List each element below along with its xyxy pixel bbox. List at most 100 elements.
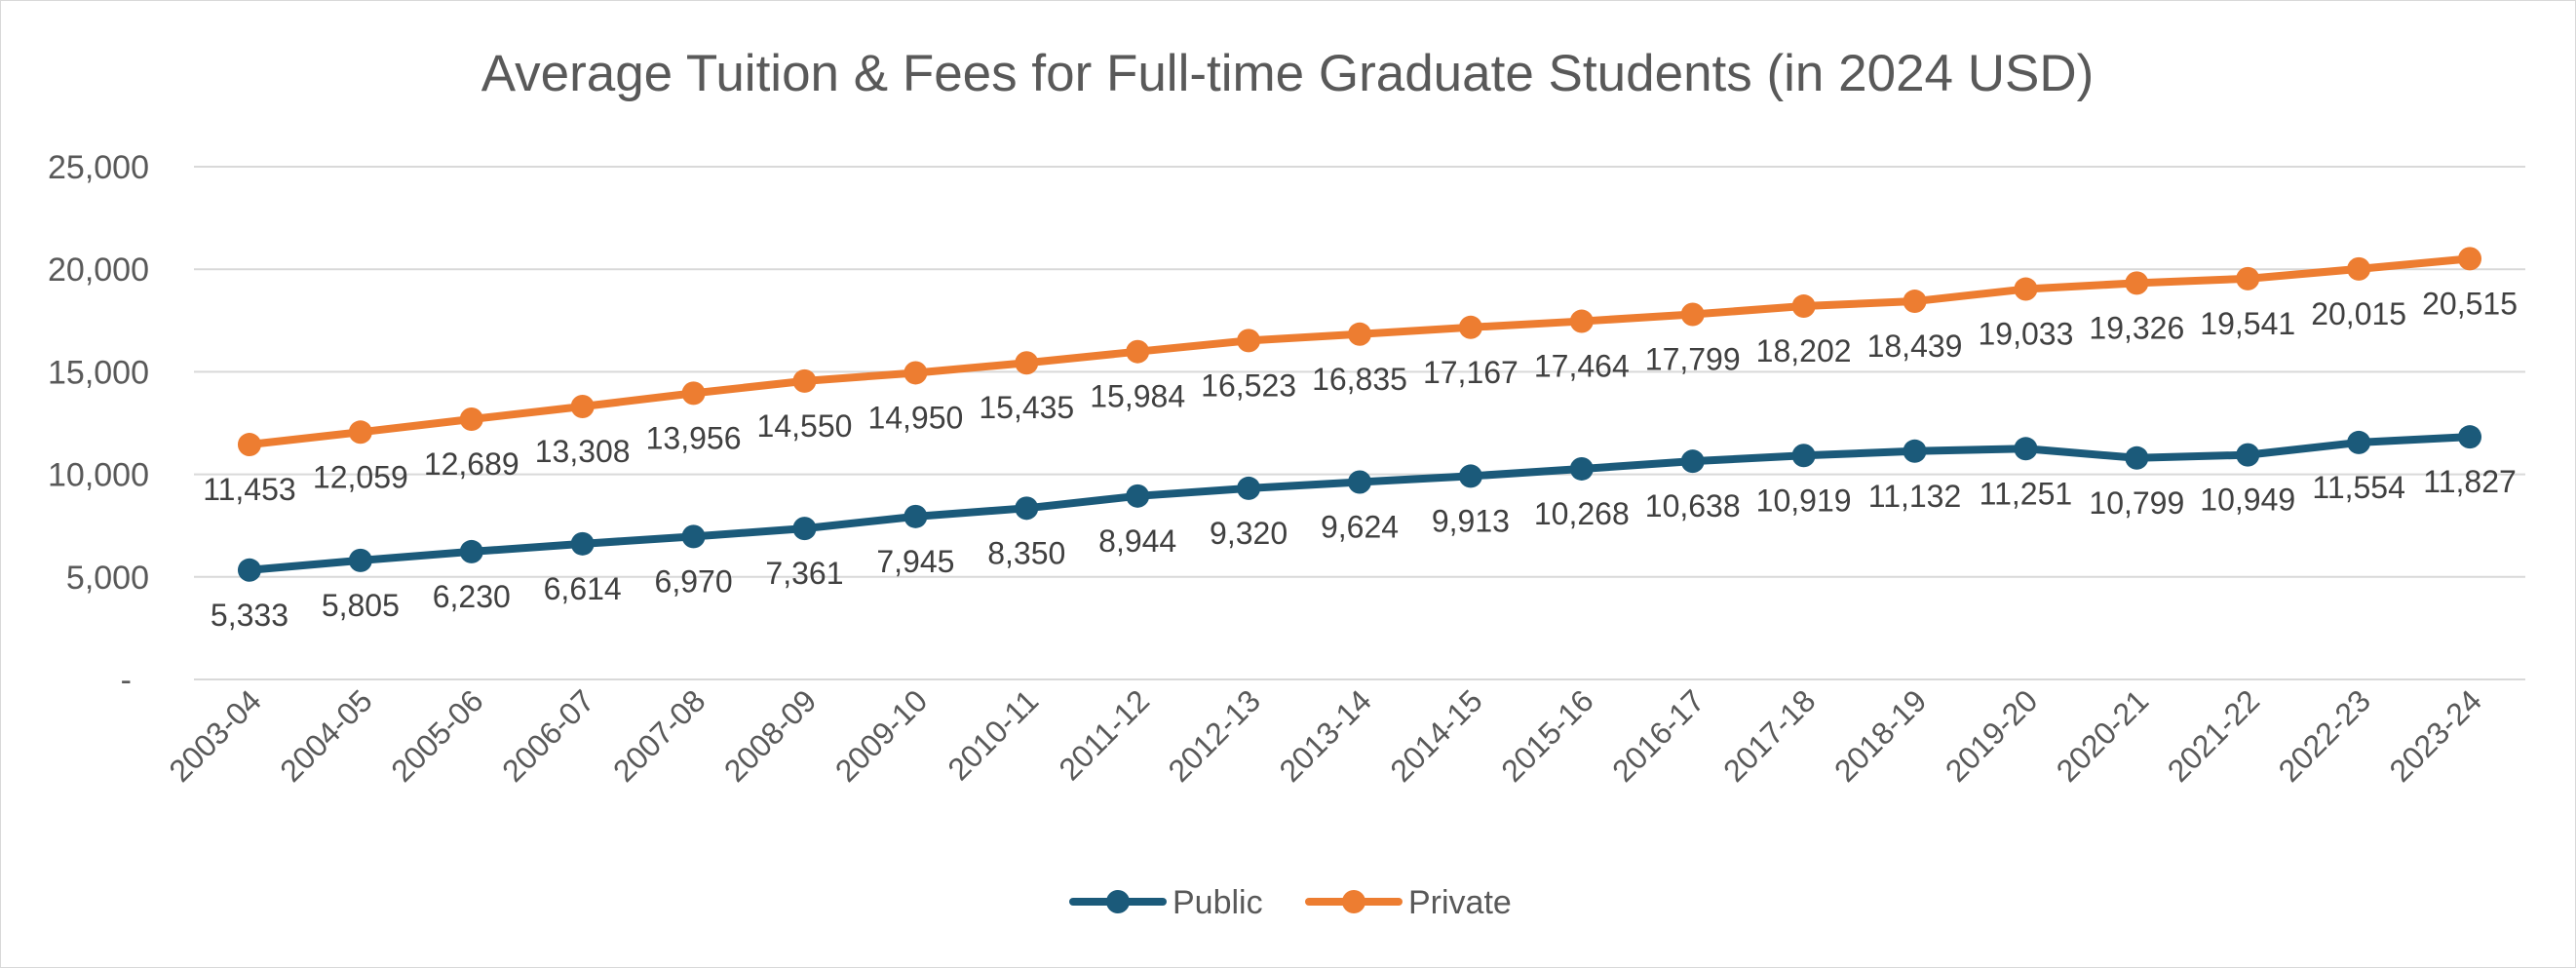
data-label-public: 11,827 — [2423, 464, 2517, 499]
data-point-private — [570, 394, 595, 418]
y-tick-label: 25,000 — [48, 149, 149, 186]
data-point-public — [1569, 456, 1594, 481]
data-point-public — [1791, 444, 1816, 468]
x-tick-label: 2019-20 — [1939, 682, 2044, 788]
data-label-public: 11,554 — [2312, 470, 2405, 505]
data-label-private: 14,550 — [757, 408, 853, 444]
data-point-public — [1237, 476, 1261, 500]
data-label-private: 19,326 — [2089, 310, 2184, 345]
data-point-public — [1348, 470, 1371, 494]
data-point-private — [2458, 247, 2482, 271]
data-point-public — [2236, 443, 2260, 467]
x-tick-label: 2007-08 — [606, 682, 711, 788]
data-point-private — [1126, 339, 1150, 364]
data-label-public: 11,251 — [1980, 476, 2073, 511]
data-label-public: 7,361 — [765, 556, 843, 591]
legend-label-private: Private — [1408, 884, 1512, 921]
data-point-public — [2014, 437, 2038, 461]
x-tick-label: 2016-17 — [1605, 682, 1711, 788]
data-point-public — [2458, 425, 2482, 449]
data-point-private — [1569, 309, 1594, 333]
data-point-public — [459, 539, 483, 563]
data-label-private: 17,167 — [1423, 355, 1519, 390]
data-label-public: 6,970 — [655, 563, 733, 599]
data-label-public: 9,624 — [1321, 510, 1399, 545]
data-point-private — [1348, 322, 1371, 346]
x-tick-label: 2022-23 — [2272, 682, 2377, 788]
data-label-private: 16,835 — [1312, 362, 1407, 397]
data-point-private — [2014, 277, 2038, 301]
data-point-public — [570, 531, 595, 556]
x-tick-label: 2014-15 — [1383, 682, 1488, 788]
data-label-private: 17,799 — [1645, 342, 1741, 377]
data-point-public — [1903, 439, 1927, 463]
x-tick-label: 2012-13 — [1162, 682, 1267, 788]
x-tick-label: 2023-24 — [2383, 682, 2488, 788]
data-label-private: 12,059 — [313, 459, 408, 494]
y-tick-label: 10,000 — [48, 457, 149, 494]
data-point-public — [1458, 464, 1482, 488]
series-layer — [237, 247, 2482, 582]
data-point-public — [1015, 496, 1039, 521]
y-tick-label: 15,000 — [48, 354, 149, 391]
legend-marker-private — [1342, 890, 1365, 913]
x-tick-label: 2004-05 — [273, 682, 378, 788]
data-point-private — [348, 420, 372, 445]
x-tick-label: 2018-19 — [1827, 682, 1933, 788]
data-label-private: 18,202 — [1756, 333, 1852, 368]
data-label-private: 20,015 — [2311, 296, 2406, 331]
data-point-private — [2347, 256, 2371, 281]
data-point-private — [792, 368, 817, 393]
data-label-public: 10,919 — [1756, 483, 1852, 518]
data-label-private: 18,439 — [1867, 329, 1963, 364]
legend-label-public: Public — [1173, 884, 1263, 921]
data-label-private: 11,453 — [203, 472, 296, 507]
x-axis-ticks: 2003-04 2004-05 2005-06 2006-07 2007-08 2008-… — [162, 682, 2488, 788]
data-label-public: 11,132 — [1868, 479, 1962, 514]
data-label-private: 19,541 — [2200, 306, 2295, 341]
data-point-private — [1791, 294, 1816, 319]
data-point-private — [681, 381, 706, 406]
data-point-public — [681, 524, 706, 549]
data-label-public: 5,805 — [322, 588, 400, 623]
data-label-private: 19,033 — [1978, 317, 2073, 352]
x-tick-label: 2013-14 — [1272, 682, 1377, 788]
y-axis-ticks: - 5,000 10,000 15,000 20,000 25,000 — [48, 149, 149, 699]
x-tick-label: 2010-11 — [941, 682, 1045, 787]
data-point-public — [792, 517, 817, 541]
data-label-private: 12,689 — [424, 446, 519, 482]
data-label-public: 8,350 — [987, 535, 1065, 570]
data-label-private: 13,308 — [535, 434, 631, 469]
data-point-private — [459, 407, 483, 432]
data-label-public: 9,913 — [1432, 503, 1510, 538]
data-label-public: 10,268 — [1534, 496, 1630, 531]
data-label-private: 14,950 — [867, 400, 963, 435]
data-label-public: 8,944 — [1098, 523, 1176, 559]
data-label-private: 13,956 — [646, 420, 742, 455]
data-label-private: 15,984 — [1090, 379, 1185, 414]
x-tick-label: 2011-12 — [1052, 682, 1156, 787]
data-point-public — [1680, 449, 1705, 474]
data-point-public — [2347, 430, 2371, 454]
data-point-private — [1237, 329, 1261, 353]
data-label-public: 10,638 — [1645, 488, 1741, 523]
data-point-public — [348, 548, 372, 572]
data-point-private — [1015, 351, 1039, 375]
legend: Public Private — [1069, 884, 1512, 921]
data-point-private — [1458, 315, 1482, 339]
data-point-private — [1903, 290, 1927, 314]
data-label-private: 15,435 — [979, 390, 1074, 425]
data-label-public: 7,945 — [876, 544, 954, 579]
data-point-public — [1126, 484, 1150, 508]
legend-marker-public — [1106, 890, 1130, 913]
data-label-private: 17,464 — [1534, 349, 1630, 384]
x-tick-label: 2008-09 — [717, 682, 823, 788]
data-point-private — [2236, 266, 2260, 290]
y-tick-label: 20,000 — [48, 252, 149, 289]
x-tick-label: 2003-04 — [162, 682, 267, 788]
data-label-public: 6,230 — [433, 579, 511, 614]
data-label-public: 10,799 — [2089, 485, 2184, 521]
x-tick-label: 2005-06 — [384, 682, 489, 788]
